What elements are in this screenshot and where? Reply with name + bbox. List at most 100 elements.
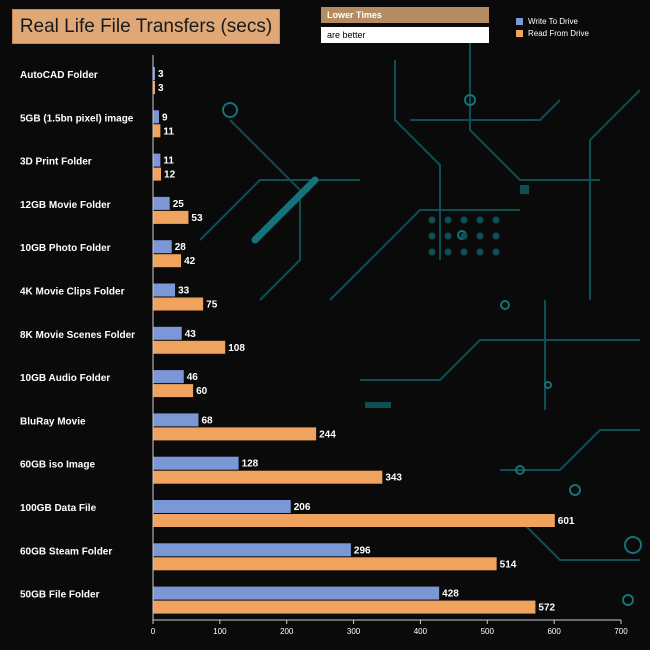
circuit-dot: [444, 216, 452, 224]
x-tick-label: 100: [213, 627, 227, 636]
write-value-label: 33: [178, 286, 190, 297]
x-tick-label: 700: [614, 627, 628, 636]
write-bar: [153, 543, 351, 557]
write-bar: [153, 456, 239, 470]
read-value-label: 108: [228, 343, 245, 354]
circuit-trace: [410, 99, 561, 121]
write-bar: [153, 413, 199, 427]
write-bar: [153, 500, 291, 513]
write-bar: [153, 586, 440, 600]
subtitle-line1: Lower Times: [327, 10, 382, 20]
legend-label-write: Write To Drive: [528, 16, 578, 26]
circuit-dot: [428, 216, 436, 224]
write-bar: [153, 153, 161, 167]
x-tick-label: 0: [151, 627, 156, 636]
category-label: 3D Print Folder: [20, 157, 92, 168]
read-value-label: 11: [163, 126, 174, 137]
read-value-label: 572: [538, 603, 555, 614]
subtitle-box-lower-times: Lower Times: [321, 7, 489, 23]
write-value-label: 11: [163, 156, 174, 167]
circuit-dot: [444, 232, 452, 240]
circuit-trace: [199, 179, 360, 241]
write-value-label: 3: [158, 69, 164, 80]
read-value-label: 244: [319, 429, 336, 440]
read-value-label: 601: [558, 516, 575, 527]
circuit-trace: [589, 89, 641, 300]
circuit-trace: [360, 339, 640, 381]
circuit-trace: [519, 519, 640, 561]
circuit-pad: [365, 402, 391, 408]
category-label: 100GB Data File: [20, 503, 97, 514]
write-value-label: 296: [354, 545, 371, 556]
chart-title-text: Real Life File Transfers (secs): [19, 15, 273, 37]
read-bar: [153, 340, 226, 354]
read-bar: [153, 210, 189, 224]
read-value-label: 12: [164, 170, 176, 181]
write-value-label: 43: [185, 329, 197, 340]
write-value-label: 428: [442, 589, 459, 600]
category-label: 8K Movie Scenes Folder: [20, 330, 135, 341]
write-bar: [153, 370, 184, 384]
circuit-trace: [469, 40, 600, 181]
circuit-dot: [492, 248, 500, 256]
circuit-dot: [476, 248, 484, 256]
legend-item-read: Read From Drive: [516, 27, 589, 39]
write-bar: [153, 326, 182, 340]
circuit-dot: [476, 216, 484, 224]
circuit-node: [222, 102, 238, 118]
chart-title: Real Life File Transfers (secs): [12, 9, 280, 44]
circuit-dot: [476, 232, 484, 240]
circuit-trace: [500, 429, 640, 471]
category-label: AutoCAD Folder: [20, 70, 98, 81]
circuit-dot: [492, 216, 500, 224]
read-value-label: 75: [206, 300, 218, 311]
write-value-label: 68: [201, 415, 213, 426]
category-label: 5GB (1.5bn pixel) image: [20, 113, 134, 124]
x-tick-label: 300: [347, 627, 361, 636]
subtitle-box-are-better: are better: [321, 27, 489, 43]
circuit-trace: [251, 176, 319, 244]
read-bar: [153, 600, 536, 614]
x-tick-label: 400: [414, 627, 428, 636]
circuit-node: [500, 300, 510, 310]
circuit-node: [544, 381, 552, 389]
read-value-label: 3: [158, 83, 164, 94]
subtitle-line2: are better: [327, 30, 366, 40]
write-value-label: 28: [175, 242, 187, 253]
x-tick-label: 200: [280, 627, 294, 636]
write-value-label: 128: [242, 459, 259, 470]
circuit-trace: [394, 60, 441, 260]
x-tick-label: 600: [547, 627, 561, 636]
category-label: BluRay Movie: [20, 416, 86, 427]
circuit-trace: [229, 119, 301, 301]
write-bar: [153, 196, 170, 210]
category-label: 10GB Audio Folder: [20, 373, 110, 384]
write-value-label: 9: [162, 112, 168, 123]
circuit-dot: [428, 248, 436, 256]
circuit-dot: [460, 216, 468, 224]
category-label: 12GB Movie Folder: [20, 200, 111, 211]
circuit-dot: [460, 248, 468, 256]
read-bar: [153, 427, 317, 441]
read-value-label: 343: [385, 473, 402, 484]
circuit-dot: [460, 232, 468, 240]
legend: Write To Drive Read From Drive: [516, 15, 589, 39]
legend-swatch-write: [516, 17, 523, 25]
circuit-node: [569, 484, 581, 496]
circuit-node: [622, 594, 634, 606]
read-bar: [153, 384, 194, 398]
read-bar: [153, 514, 555, 527]
write-bar: [153, 67, 156, 80]
category-label: 50GB File Folder: [20, 590, 100, 601]
legend-item-write: Write To Drive: [516, 15, 589, 27]
read-value-label: 60: [196, 386, 208, 397]
read-bar: [153, 81, 156, 94]
x-tick-label: 500: [481, 627, 495, 636]
read-value-label: 514: [500, 559, 517, 570]
write-value-label: 46: [187, 372, 199, 383]
category-label: 4K Movie Clips Folder: [20, 287, 125, 298]
read-bar: [153, 124, 161, 138]
write-value-label: 25: [173, 199, 185, 210]
